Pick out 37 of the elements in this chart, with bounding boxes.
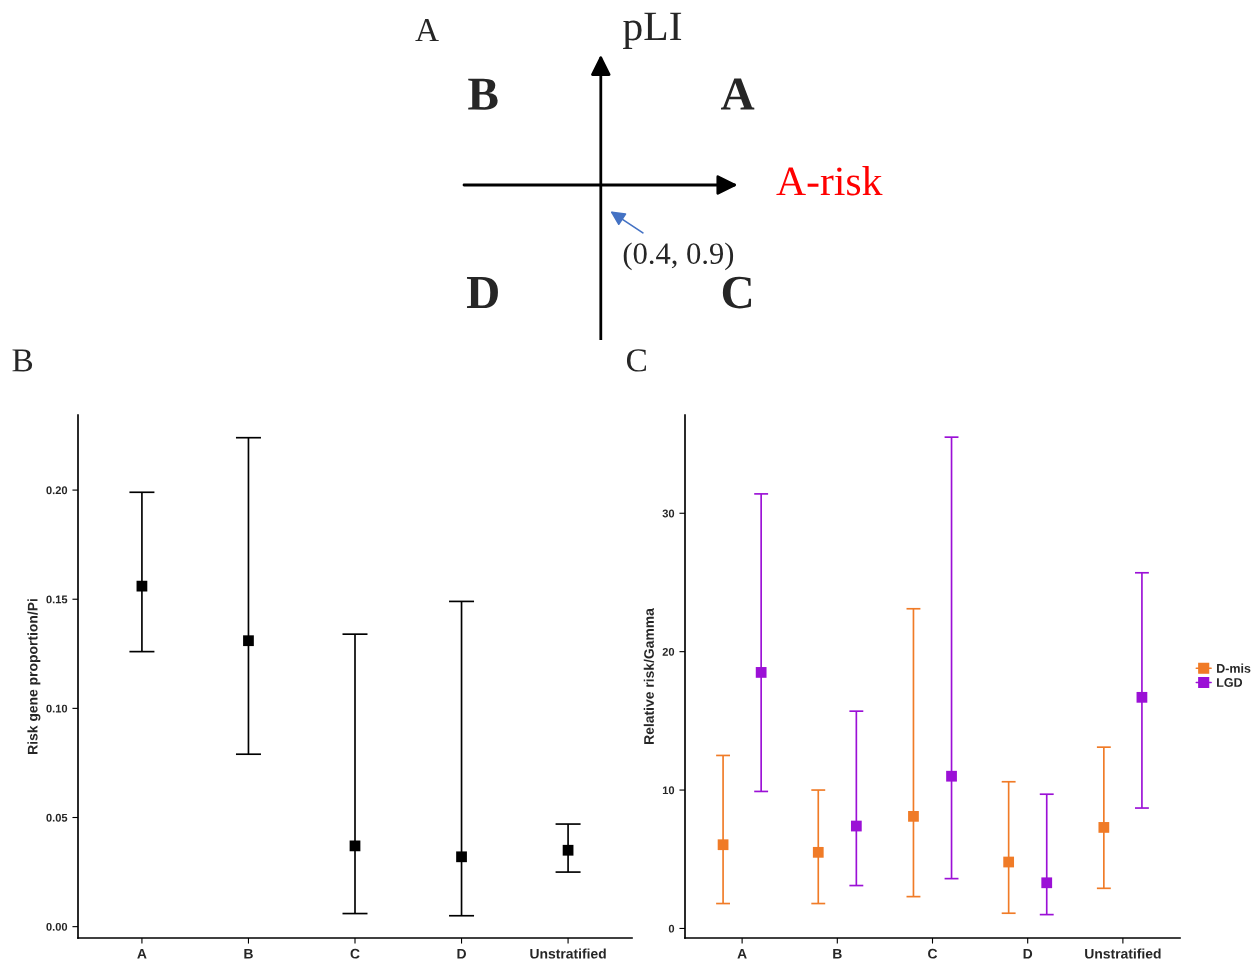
x-tick-label: D: [457, 948, 466, 959]
text: A-risk: [776, 166, 883, 196]
text: B: [468, 78, 498, 110]
chart-title: B: [12, 349, 33, 372]
x-tick-label: A: [737, 948, 747, 959]
y-tick-label: 0.05: [46, 813, 68, 822]
x-tick-label: B: [244, 948, 253, 959]
chart-title: C: [626, 349, 646, 372]
y-axis-title: Risk gene proportion/Pi: [27, 599, 41, 754]
point: [243, 635, 254, 647]
point: [136, 580, 148, 592]
y-tick-label: 20: [662, 647, 675, 656]
x-tick-label: C: [928, 948, 938, 959]
y-tick-label: 0.10: [46, 704, 68, 713]
x-tick-label: A: [137, 948, 147, 959]
text: A: [721, 78, 755, 110]
legend-label: LGD: [1217, 678, 1243, 687]
x-tick-label: B: [833, 948, 842, 959]
y-tick-label: 0: [668, 924, 675, 933]
x-tick-label: D: [1023, 948, 1033, 959]
y-tick-label: 0.15: [46, 595, 68, 604]
x-tick-label: C: [350, 948, 360, 959]
text: pLI: [623, 12, 682, 49]
text: D: [466, 277, 498, 309]
y-tick-label: 0.20: [46, 486, 68, 495]
y-axis-title: Relative risk/Gamma: [643, 608, 655, 744]
point: [456, 851, 467, 863]
y-tick-label: 30: [662, 509, 675, 518]
point: [562, 844, 574, 856]
x-tick-label: Unstratified: [530, 948, 606, 959]
text: (0.4, 0.9): [623, 242, 734, 271]
y-tick-label: 10: [662, 786, 675, 795]
y-tick-label: 0.00: [46, 922, 68, 931]
legend-label: D-mis: [1217, 663, 1251, 673]
text: C: [722, 276, 752, 309]
x-tick-label: Unstratified: [1085, 948, 1161, 959]
text: A: [415, 19, 439, 42]
